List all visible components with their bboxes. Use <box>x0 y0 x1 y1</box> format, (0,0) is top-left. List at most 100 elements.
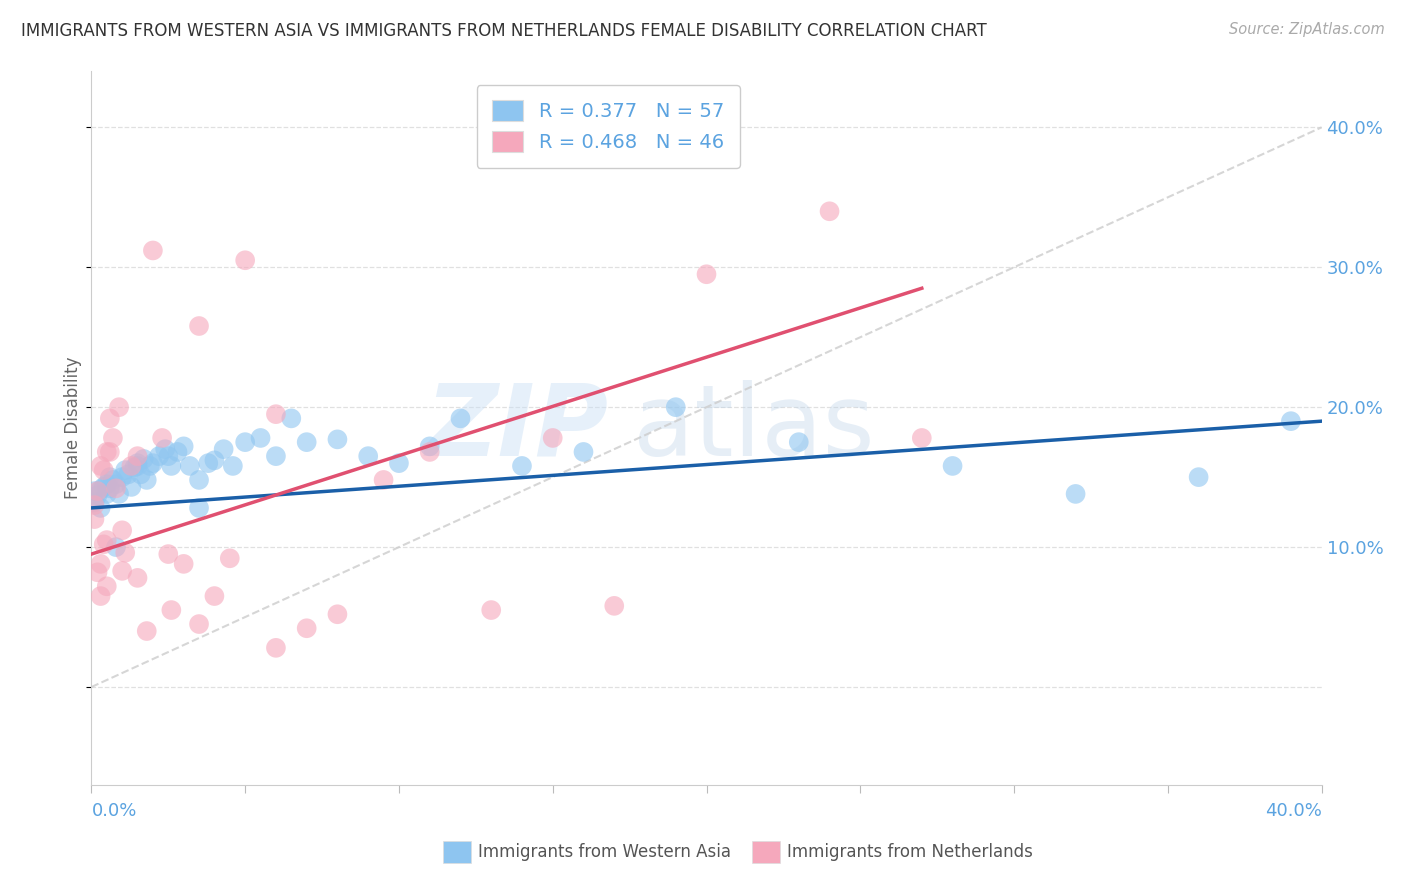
Point <box>787 435 810 450</box>
Point <box>90 557 112 571</box>
Point <box>132 452 155 467</box>
Point <box>1187 470 1209 484</box>
Point <box>139 458 162 473</box>
Point <box>326 607 349 622</box>
Point <box>90 589 112 603</box>
Point <box>510 458 533 473</box>
Text: ZIP: ZIP <box>425 380 607 476</box>
Point <box>357 449 380 463</box>
Point <box>114 463 136 477</box>
Point <box>93 480 115 494</box>
Point <box>419 445 441 459</box>
Point <box>479 603 502 617</box>
Point <box>264 449 287 463</box>
Text: atlas: atlas <box>633 380 875 476</box>
Point <box>188 318 211 333</box>
Point <box>120 458 142 473</box>
Point <box>218 551 240 566</box>
Point <box>264 640 287 655</box>
Point <box>942 458 965 473</box>
Point <box>105 481 127 495</box>
Text: Immigrants from Netherlands: Immigrants from Netherlands <box>787 843 1033 861</box>
Point <box>114 546 136 560</box>
Point <box>117 467 139 482</box>
Point <box>96 487 118 501</box>
Point <box>202 589 225 603</box>
Point <box>295 621 318 635</box>
Point <box>202 453 225 467</box>
Point <box>188 617 211 632</box>
Point <box>572 445 595 459</box>
Point <box>179 458 201 473</box>
Point <box>157 449 180 463</box>
Point <box>188 500 211 515</box>
Point <box>127 456 149 470</box>
Point <box>111 524 134 538</box>
Text: Immigrants from Western Asia: Immigrants from Western Asia <box>478 843 731 861</box>
Point <box>212 442 235 457</box>
Point <box>173 557 195 571</box>
Point <box>135 473 157 487</box>
Point <box>108 400 131 414</box>
Point <box>135 624 157 638</box>
Point <box>83 512 105 526</box>
Point <box>173 439 195 453</box>
Point <box>419 439 441 453</box>
Point <box>222 458 245 473</box>
Point <box>150 431 173 445</box>
Point <box>83 498 105 512</box>
Point <box>120 480 142 494</box>
Legend: R = 0.377   N = 57, R = 0.468   N = 46: R = 0.377 N = 57, R = 0.468 N = 46 <box>477 85 740 168</box>
Point <box>197 456 219 470</box>
Point <box>326 433 349 447</box>
Point <box>108 487 131 501</box>
Point <box>127 449 149 463</box>
Point <box>1279 414 1302 428</box>
Point <box>127 571 149 585</box>
Point <box>111 564 134 578</box>
Point <box>142 244 165 258</box>
Point <box>603 599 626 613</box>
Point <box>665 400 688 414</box>
Point <box>93 537 115 551</box>
Point <box>96 579 118 593</box>
Point <box>233 435 256 450</box>
Point <box>129 467 152 482</box>
Point <box>96 445 118 459</box>
Point <box>188 473 211 487</box>
Point <box>90 458 112 473</box>
Point <box>90 483 112 497</box>
Point <box>233 253 256 268</box>
Point <box>818 204 841 219</box>
Point <box>388 456 411 470</box>
Point <box>105 540 127 554</box>
Point <box>280 411 302 425</box>
Point <box>696 267 718 281</box>
Point <box>541 431 564 445</box>
Point <box>373 473 395 487</box>
Point <box>148 449 170 463</box>
Point <box>86 484 108 499</box>
Point <box>98 411 121 425</box>
Point <box>86 566 108 580</box>
Point <box>157 547 180 561</box>
Point <box>160 458 183 473</box>
Point <box>127 458 149 473</box>
Point <box>98 445 121 459</box>
Point <box>911 431 934 445</box>
Point <box>93 463 115 477</box>
Point <box>96 477 118 491</box>
Point <box>295 435 318 450</box>
Y-axis label: Female Disability: Female Disability <box>65 357 83 500</box>
Point <box>83 495 105 509</box>
Point <box>101 473 124 487</box>
Point <box>90 500 112 515</box>
Point <box>449 411 471 425</box>
Point <box>111 470 134 484</box>
Text: 0.0%: 0.0% <box>91 802 136 820</box>
Point <box>264 407 287 421</box>
Point <box>101 431 124 445</box>
Point <box>249 431 271 445</box>
Text: Source: ZipAtlas.com: Source: ZipAtlas.com <box>1229 22 1385 37</box>
Point <box>124 460 146 475</box>
